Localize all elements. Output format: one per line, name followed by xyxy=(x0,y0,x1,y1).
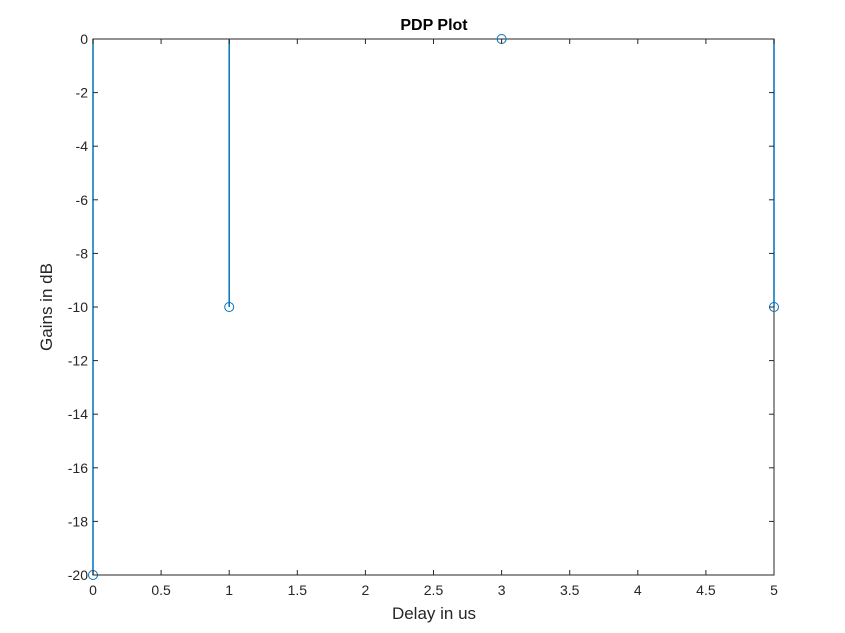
chart-title: PDP Plot xyxy=(400,17,468,34)
x-tick-label: 1 xyxy=(225,582,233,598)
y-tick-label: -20 xyxy=(68,567,88,583)
axes-frame xyxy=(92,38,775,576)
y-tick-label: -10 xyxy=(68,299,88,315)
x-tick-label: 3.5 xyxy=(560,582,580,598)
y-axis-label: Gains in dB xyxy=(37,263,56,351)
y-tick-label: -4 xyxy=(76,138,89,154)
y-tick-label: -14 xyxy=(68,406,88,422)
tick-labels: 0 0.5 1 1.5 2 2.5 3 3.5 4 4.5 5 0 -2 -4 -6 -8 -10 -12 -14 -… xyxy=(68,31,778,598)
stem-marker xyxy=(224,302,235,312)
x-tick-label: 0.5 xyxy=(151,582,171,598)
plot-area xyxy=(88,34,779,580)
x-tick-label: 2.5 xyxy=(424,582,444,598)
x-tick-label: 3 xyxy=(498,582,506,598)
y-tick-label: -12 xyxy=(68,353,88,369)
x-tick-label: 4 xyxy=(634,582,642,598)
x-axis-label: Delay in us xyxy=(392,604,476,623)
y-tick-label: -16 xyxy=(68,460,88,476)
x-tick-label: 2 xyxy=(362,582,370,598)
y-tick-label: -8 xyxy=(76,245,89,261)
axis-ticks xyxy=(92,38,775,576)
x-tick-label: 1.5 xyxy=(288,582,308,598)
y-tick-label: -6 xyxy=(76,192,89,208)
y-tick-label: -18 xyxy=(68,513,88,529)
y-tick-label: -2 xyxy=(76,85,89,101)
x-tick-label: 5 xyxy=(770,582,778,598)
x-tick-label: 4.5 xyxy=(696,582,716,598)
x-tick-label: 0 xyxy=(89,582,97,598)
y-tick-label: 0 xyxy=(80,31,88,47)
